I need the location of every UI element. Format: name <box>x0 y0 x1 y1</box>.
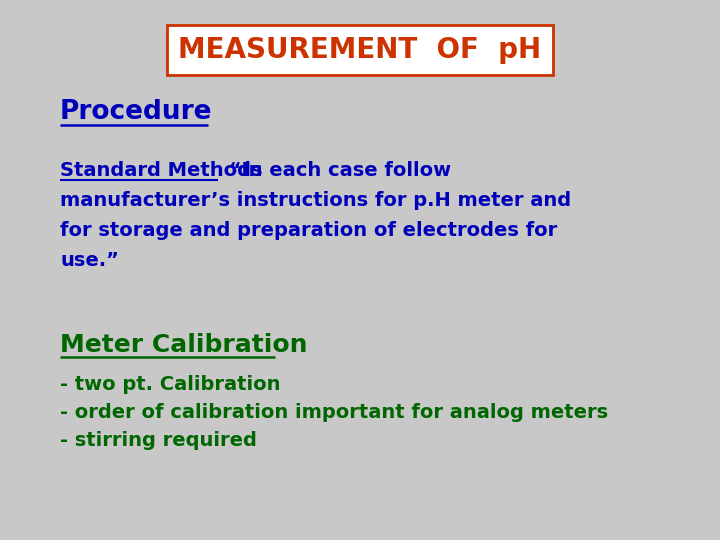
Text: “In each case follow: “In each case follow <box>222 160 451 179</box>
Text: Procedure: Procedure <box>60 99 212 125</box>
Text: use.”: use.” <box>60 251 119 269</box>
Text: for storage and preparation of electrodes for: for storage and preparation of electrode… <box>60 220 557 240</box>
Text: - order of calibration important for analog meters: - order of calibration important for ana… <box>60 403 608 422</box>
Text: manufacturer’s instructions for p.H meter and: manufacturer’s instructions for p.H mete… <box>60 191 571 210</box>
Text: MEASUREMENT  OF  pH: MEASUREMENT OF pH <box>179 36 541 64</box>
Text: Standard Methods: Standard Methods <box>60 160 263 179</box>
Text: - stirring required: - stirring required <box>60 431 257 450</box>
Text: - two pt. Calibration: - two pt. Calibration <box>60 375 281 395</box>
Text: Meter Calibration: Meter Calibration <box>60 333 307 357</box>
